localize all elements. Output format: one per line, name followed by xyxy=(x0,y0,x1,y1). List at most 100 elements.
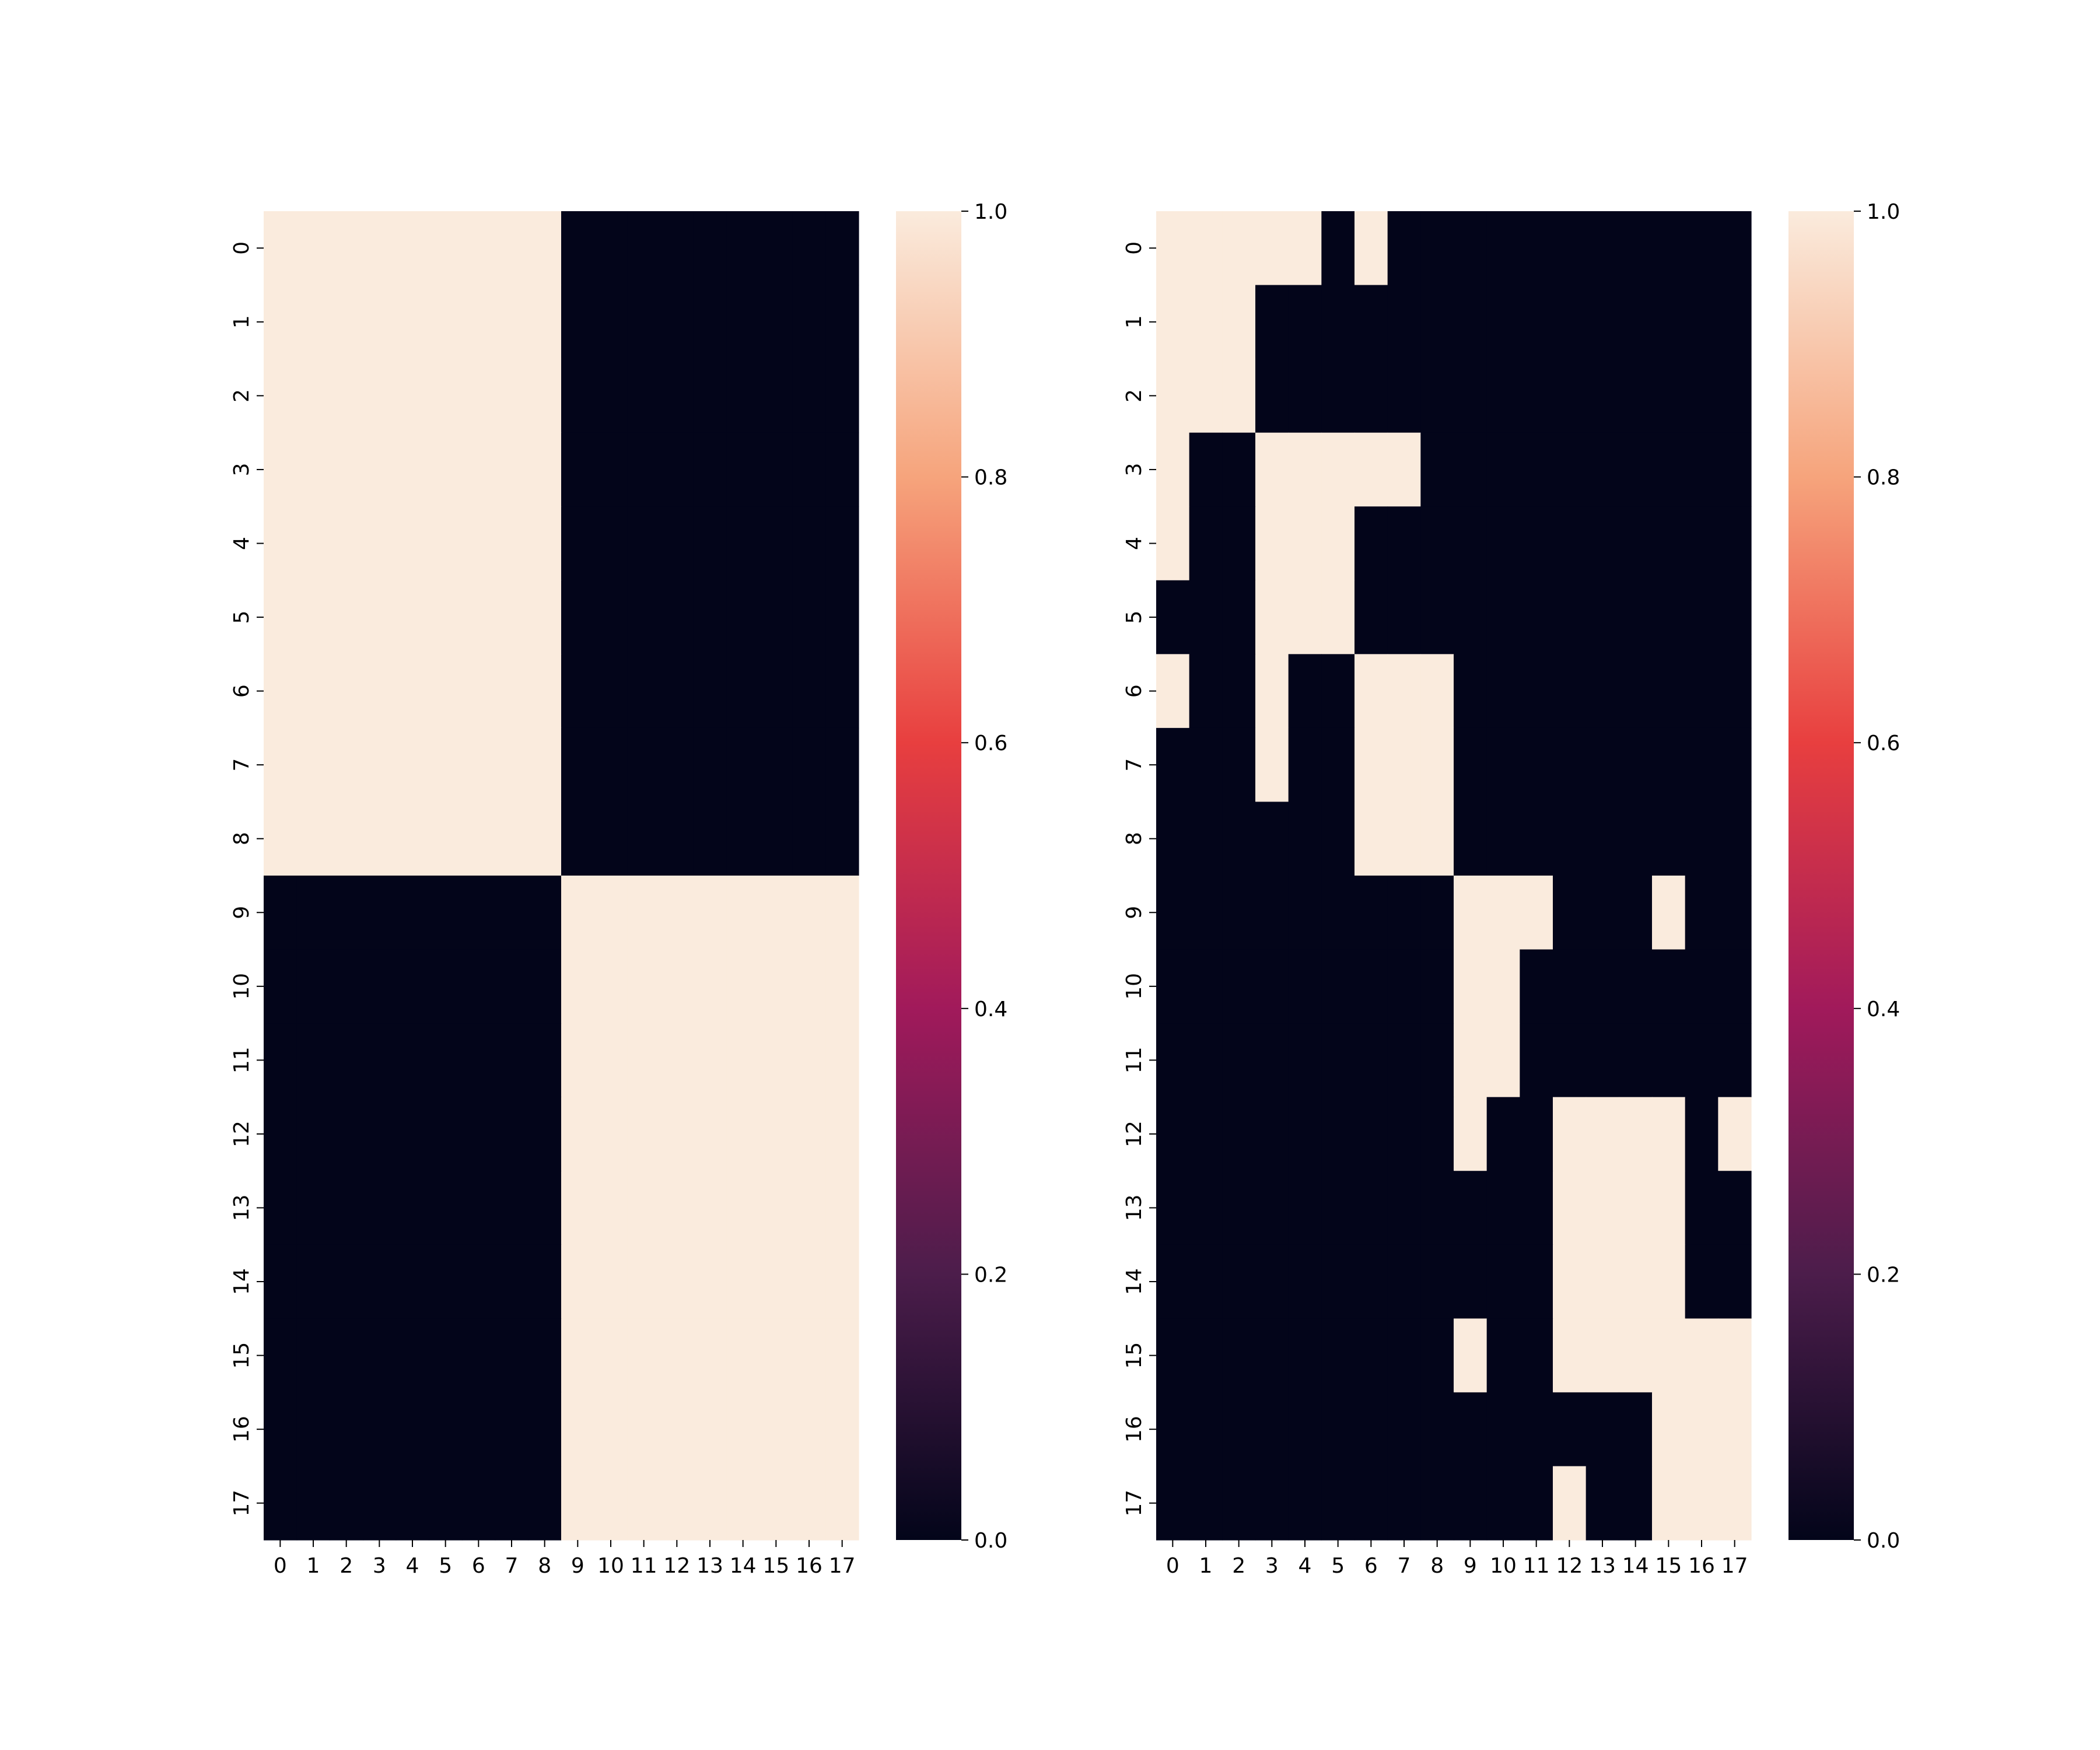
heatmap-cell xyxy=(726,1392,760,1467)
y-tick-label: 7 xyxy=(1122,758,1146,772)
heatmap-cell xyxy=(495,1466,528,1541)
heatmap-cell xyxy=(1354,506,1388,581)
heatmap-cell xyxy=(1718,802,1752,876)
heatmap-cell xyxy=(1685,802,1718,876)
colorbar-tick-label: 0.0 xyxy=(1867,1529,1900,1553)
heatmap-cell xyxy=(1486,1244,1520,1319)
heatmap-cell xyxy=(1321,1244,1355,1319)
y-tick-label: 14 xyxy=(230,1268,254,1295)
heatmap-cell xyxy=(495,506,528,581)
x-tick-label: 16 xyxy=(796,1554,822,1578)
heatmap-cell xyxy=(594,1097,628,1171)
heatmap-cell xyxy=(627,1023,661,1098)
heatmap-cell xyxy=(1718,654,1752,729)
heatmap-cell xyxy=(396,359,429,433)
heatmap-cell xyxy=(1222,506,1256,581)
heatmap-cell xyxy=(1288,506,1322,581)
y-tick-label: 12 xyxy=(230,1121,254,1147)
heatmap-cell xyxy=(1156,654,1190,729)
heatmap-cell xyxy=(1156,876,1190,950)
colorbar-tick-label: 1.0 xyxy=(974,200,1007,224)
y-tick-label: 4 xyxy=(230,537,254,550)
heatmap-cell xyxy=(495,211,528,286)
heatmap-cell xyxy=(462,727,496,803)
heatmap-cell xyxy=(363,432,397,507)
heatmap-cell xyxy=(1685,1097,1718,1171)
heatmap-cell xyxy=(825,1097,859,1171)
heatmap-cell xyxy=(594,359,628,433)
y-tick-label: 9 xyxy=(1122,906,1146,919)
heatmap-cell xyxy=(429,654,463,729)
heatmap-cell xyxy=(363,1097,397,1171)
heatmap-cell xyxy=(363,1392,397,1467)
heatmap-cell xyxy=(330,876,363,950)
heatmap-cell xyxy=(462,802,496,876)
x-tick-label: 0 xyxy=(1166,1554,1180,1578)
heatmap-cell xyxy=(660,802,694,876)
heatmap-cell xyxy=(1222,359,1256,433)
heatmap-cell xyxy=(1354,285,1388,359)
heatmap-cell xyxy=(1321,727,1355,803)
heatmap-cell xyxy=(1288,580,1322,654)
heatmap-cell xyxy=(1486,1392,1520,1467)
heatmap-cell xyxy=(1652,580,1686,654)
heatmap-cell xyxy=(792,432,826,507)
x-tick-label: 10 xyxy=(1490,1554,1517,1578)
heatmap-cell xyxy=(1288,285,1322,359)
heatmap-cell xyxy=(1586,1097,1619,1171)
y-tick-label: 2 xyxy=(1122,389,1146,402)
colorbar-tick-label: 0.2 xyxy=(1867,1263,1900,1287)
heatmap-cell xyxy=(1222,285,1256,359)
heatmap-cell xyxy=(1387,211,1421,286)
y-tick-label: 16 xyxy=(1122,1416,1146,1443)
heatmap-cell xyxy=(495,285,528,359)
heatmap-cell xyxy=(264,211,298,286)
heatmap-cell xyxy=(330,727,363,803)
heatmap-cell xyxy=(561,1244,595,1319)
heatmap-cell xyxy=(1619,211,1653,286)
heatmap-cell xyxy=(264,285,298,359)
heatmap-cell xyxy=(1586,580,1619,654)
heatmap-cell xyxy=(1718,949,1752,1024)
heatmap-cell xyxy=(1652,1392,1686,1467)
heatmap-cell xyxy=(264,654,298,729)
heatmap-cell xyxy=(1420,1097,1454,1171)
heatmap-cell xyxy=(330,285,363,359)
heatmap-cell xyxy=(528,1023,562,1098)
heatmap-cell xyxy=(264,432,298,507)
colorbar xyxy=(896,211,961,1540)
heatmap-cell xyxy=(1255,580,1289,654)
heatmap-cell xyxy=(561,1097,595,1171)
heatmap-cell xyxy=(528,949,562,1024)
heatmap-cell xyxy=(1156,1171,1190,1245)
heatmap-cell xyxy=(1553,1244,1587,1319)
heatmap-cell xyxy=(760,506,793,581)
heatmap-cell xyxy=(1222,1392,1256,1467)
heatmap-cell xyxy=(1420,1023,1454,1098)
heatmap-cell xyxy=(396,1466,429,1541)
heatmap-cell xyxy=(296,1244,330,1319)
colorbar-tick-label: 0.0 xyxy=(974,1529,1007,1553)
heatmap-cell xyxy=(495,1097,528,1171)
heatmap-cell xyxy=(1586,211,1619,286)
y-tick-label: 16 xyxy=(230,1416,254,1443)
heatmap-cell xyxy=(495,876,528,950)
heatmap-cell xyxy=(660,285,694,359)
heatmap-cell xyxy=(1520,1171,1553,1245)
x-tick-label: 5 xyxy=(439,1554,452,1578)
heatmap-cell xyxy=(1619,359,1653,433)
colorbar-tick-label: 1.0 xyxy=(1867,200,1900,224)
heatmap-cell xyxy=(296,1097,330,1171)
heatmap-cell xyxy=(627,876,661,950)
x-tick-label: 1 xyxy=(307,1554,320,1578)
heatmap-cell xyxy=(792,359,826,433)
heatmap-cell xyxy=(1354,654,1388,729)
heatmap-cell xyxy=(1288,802,1322,876)
x-tick-label: 2 xyxy=(1232,1554,1245,1578)
heatmap-cell xyxy=(528,802,562,876)
x-tick-label: 13 xyxy=(696,1554,723,1578)
heatmap-cell xyxy=(1288,432,1322,507)
heatmap-cell xyxy=(396,580,429,654)
heatmap-cell xyxy=(1718,1466,1752,1541)
heatmap-cell xyxy=(1288,1392,1322,1467)
